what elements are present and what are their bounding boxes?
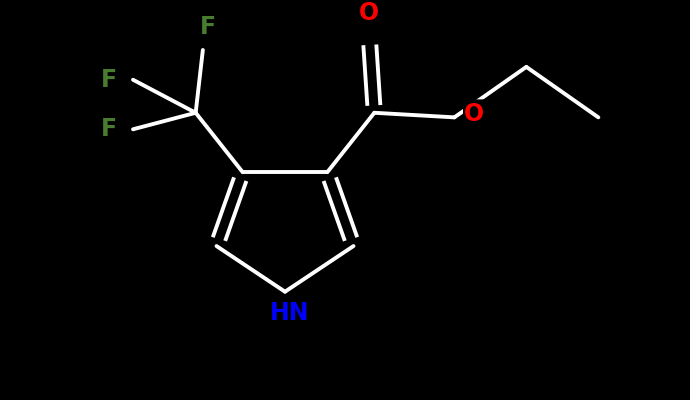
Text: O: O xyxy=(464,101,487,127)
Text: F: F xyxy=(99,116,117,142)
Text: O: O xyxy=(359,1,380,25)
Text: F: F xyxy=(101,68,117,92)
Text: HN: HN xyxy=(268,301,312,327)
Text: F: F xyxy=(199,13,217,39)
Text: F: F xyxy=(200,15,216,39)
Text: O: O xyxy=(464,102,484,126)
Text: HN: HN xyxy=(270,301,310,325)
Text: O: O xyxy=(358,0,381,25)
Text: F: F xyxy=(101,117,117,141)
Text: F: F xyxy=(99,67,117,93)
